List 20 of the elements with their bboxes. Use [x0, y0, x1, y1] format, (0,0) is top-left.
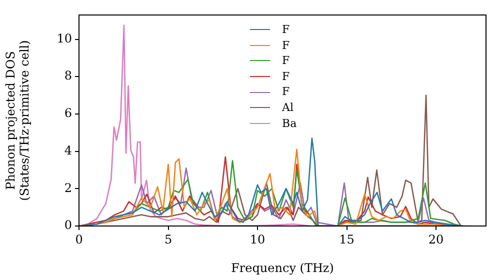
y-tick-label: 6	[64, 106, 72, 120]
legend-label: F	[282, 38, 290, 54]
legend-label: Al	[282, 100, 294, 116]
y-tick-label: 0	[64, 218, 72, 232]
y-axis-title: Phonon projected DOS (States/THz·primitive cell)	[3, 40, 32, 201]
x-tick-label: 5	[164, 232, 172, 246]
y-tick-label: 2	[64, 180, 72, 195]
y-tick-label: 10	[56, 31, 72, 46]
legend-label: F	[282, 84, 290, 100]
legend-label: Ba	[282, 116, 297, 132]
legend-label: F	[282, 68, 290, 84]
y-tick-label: 8	[64, 68, 72, 83]
legend-label: F	[282, 53, 290, 69]
x-tick-label: 0	[75, 232, 83, 246]
y-tick-label: 4	[64, 143, 72, 158]
x-tick-label: 20	[428, 232, 444, 246]
x-tick-label: 10	[250, 232, 266, 246]
x-tick-label: 15	[339, 232, 354, 246]
legend-label: F	[282, 22, 290, 38]
x-axis-title: Frequency (THz)	[231, 260, 334, 275]
